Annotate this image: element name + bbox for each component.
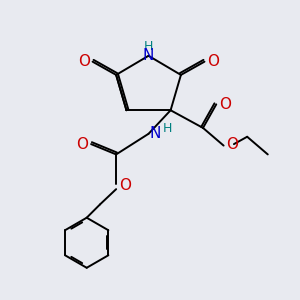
Text: N: N — [143, 48, 154, 63]
Text: O: O — [119, 178, 131, 193]
Text: O: O — [78, 54, 90, 69]
Text: N: N — [149, 126, 161, 141]
Text: O: O — [76, 136, 88, 152]
Text: O: O — [207, 54, 219, 69]
Text: O: O — [219, 97, 231, 112]
Text: O: O — [226, 136, 238, 152]
Text: H: H — [144, 40, 153, 53]
Text: H: H — [163, 122, 172, 135]
